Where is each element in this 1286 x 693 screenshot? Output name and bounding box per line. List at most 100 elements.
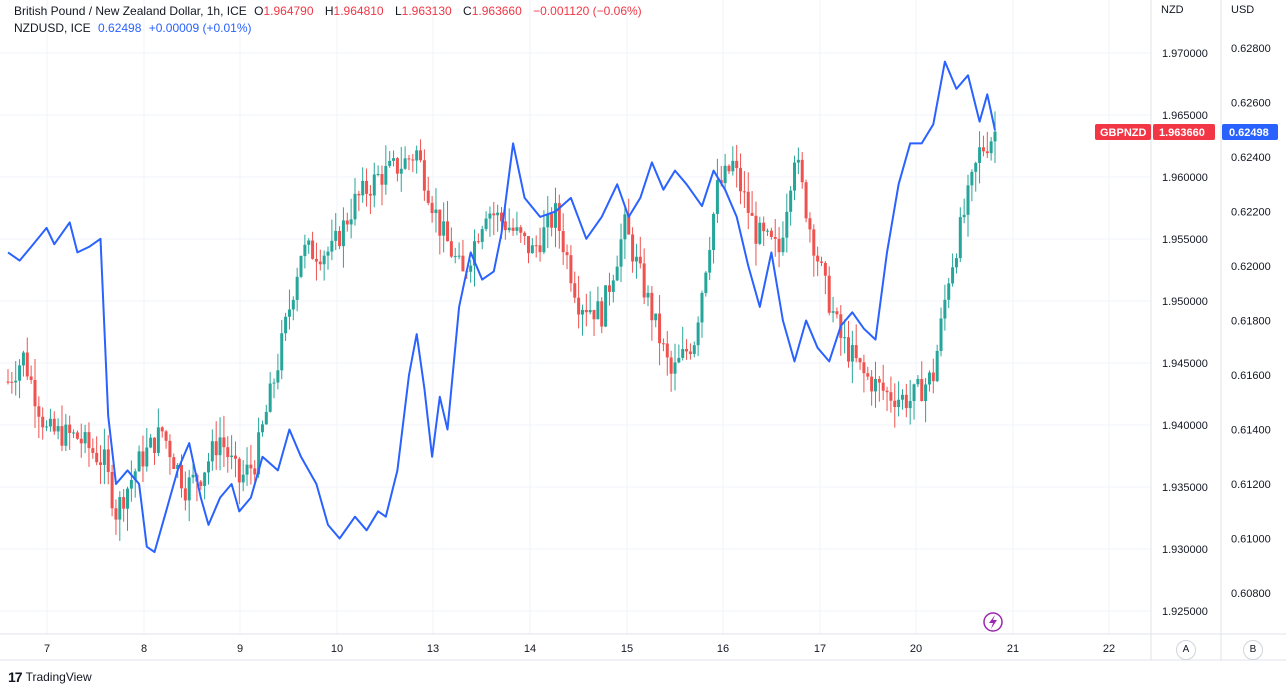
candle-body	[762, 222, 766, 232]
candle-body	[480, 229, 484, 242]
candle-body	[812, 229, 816, 256]
candle-body	[619, 239, 623, 267]
candle-body	[6, 381, 10, 383]
candle-body	[72, 432, 76, 434]
candle-body	[862, 362, 866, 374]
candle-body	[145, 447, 149, 467]
usd-tick-label: 0.61000	[1231, 534, 1271, 546]
candle-body	[284, 316, 288, 334]
candle-body	[870, 376, 874, 392]
candle-body	[419, 150, 423, 161]
nzd-tick-label: 1.935000	[1162, 482, 1208, 494]
footer-brand[interactable]: 17 TradingView	[8, 669, 92, 685]
candle-body	[314, 258, 318, 262]
candle-body	[912, 384, 916, 402]
candle-body	[827, 275, 831, 313]
candle-body	[700, 292, 704, 323]
main-series-legend: British Pound / New Zealand Dollar, 1h, …	[14, 4, 646, 18]
time-tick-label: 15	[621, 643, 633, 655]
time-tick-label: 13	[427, 643, 439, 655]
candle-body	[985, 151, 989, 154]
candle-body	[804, 182, 808, 219]
candle-body	[658, 313, 662, 344]
candle-body	[365, 180, 369, 194]
open-label: O	[254, 4, 264, 18]
candle-body	[507, 227, 511, 231]
candle-body	[318, 261, 322, 265]
candle-body	[403, 158, 407, 169]
tradingview-logo-icon: 17	[8, 669, 23, 685]
main-series-title[interactable]: British Pound / New Zealand Dollar, 1h, …	[14, 4, 247, 18]
usd-tick-label: 0.61200	[1231, 479, 1271, 491]
candle-body	[149, 437, 153, 448]
candle-body	[99, 462, 103, 465]
high-value: 1.964810	[333, 4, 384, 18]
scale-b-button[interactable]: B	[1243, 640, 1263, 660]
candle-body	[515, 227, 519, 231]
candle-body	[114, 508, 118, 520]
candle-body	[935, 350, 939, 382]
candle-body	[927, 372, 931, 385]
candle-body	[287, 309, 291, 317]
candle-body	[241, 474, 245, 483]
candle-body	[83, 432, 87, 444]
candle-body	[334, 230, 338, 241]
candle-body	[769, 230, 773, 238]
time-tick-label: 10	[331, 643, 343, 655]
candle-body	[704, 272, 708, 293]
candle-body	[237, 458, 241, 483]
scale-a-button[interactable]: A	[1176, 640, 1196, 660]
time-tick-label: 16	[717, 643, 729, 655]
usd-tick-label: 0.62200	[1231, 207, 1271, 219]
candle-body	[341, 220, 345, 247]
candle-body	[854, 345, 858, 359]
candle-body	[654, 313, 658, 321]
candle-body	[203, 472, 207, 486]
candle-body	[966, 185, 970, 215]
candle-body	[623, 214, 627, 240]
nzd-axis: 1.970000 1.965000 1.960000 1.955000 1.950000…	[1162, 48, 1208, 618]
candle-body	[715, 180, 719, 214]
candle-body	[800, 159, 804, 183]
compare-value: 0.62498	[98, 21, 142, 35]
candle-body	[526, 236, 530, 254]
candle-body	[260, 424, 264, 433]
gbpnzd-label-badge	[1095, 124, 1151, 140]
lightning-icon[interactable]	[983, 612, 1003, 632]
candle-body	[129, 479, 133, 489]
candle-body	[981, 147, 985, 152]
candle-body	[688, 351, 692, 354]
candle-body	[893, 400, 897, 408]
candle-body	[500, 212, 503, 222]
candle-body	[908, 401, 912, 409]
candle-body	[739, 168, 743, 192]
nzdusd-value-text: 0.62498	[1229, 127, 1269, 139]
candle-body	[338, 230, 342, 247]
nzd-tick-label: 1.940000	[1162, 420, 1208, 432]
candle-body	[823, 262, 827, 276]
candle-body	[272, 382, 276, 384]
candle-body	[712, 213, 716, 251]
candle-body	[789, 190, 793, 212]
candle-body	[153, 437, 157, 453]
candle-body	[438, 209, 442, 236]
candle-body	[233, 455, 237, 459]
candle-body	[746, 191, 750, 213]
candle-body	[685, 348, 689, 352]
candle-body	[473, 241, 477, 266]
candle-body	[596, 301, 600, 320]
nzd-tick-label: 1.930000	[1162, 544, 1208, 556]
candle-body	[434, 209, 438, 214]
candle-body	[503, 221, 507, 231]
nzd-tick-label: 1.925000	[1162, 606, 1208, 618]
candle-body	[650, 292, 654, 321]
candle-body	[831, 311, 835, 313]
candle-body	[264, 411, 268, 425]
compare-series-title[interactable]: NZDUSD, ICE	[14, 21, 91, 35]
candle-body	[253, 468, 257, 475]
candle-body	[118, 497, 122, 520]
usd-tick-label: 0.62800	[1231, 43, 1271, 55]
candle-body	[993, 131, 997, 142]
candle-body	[897, 399, 901, 408]
